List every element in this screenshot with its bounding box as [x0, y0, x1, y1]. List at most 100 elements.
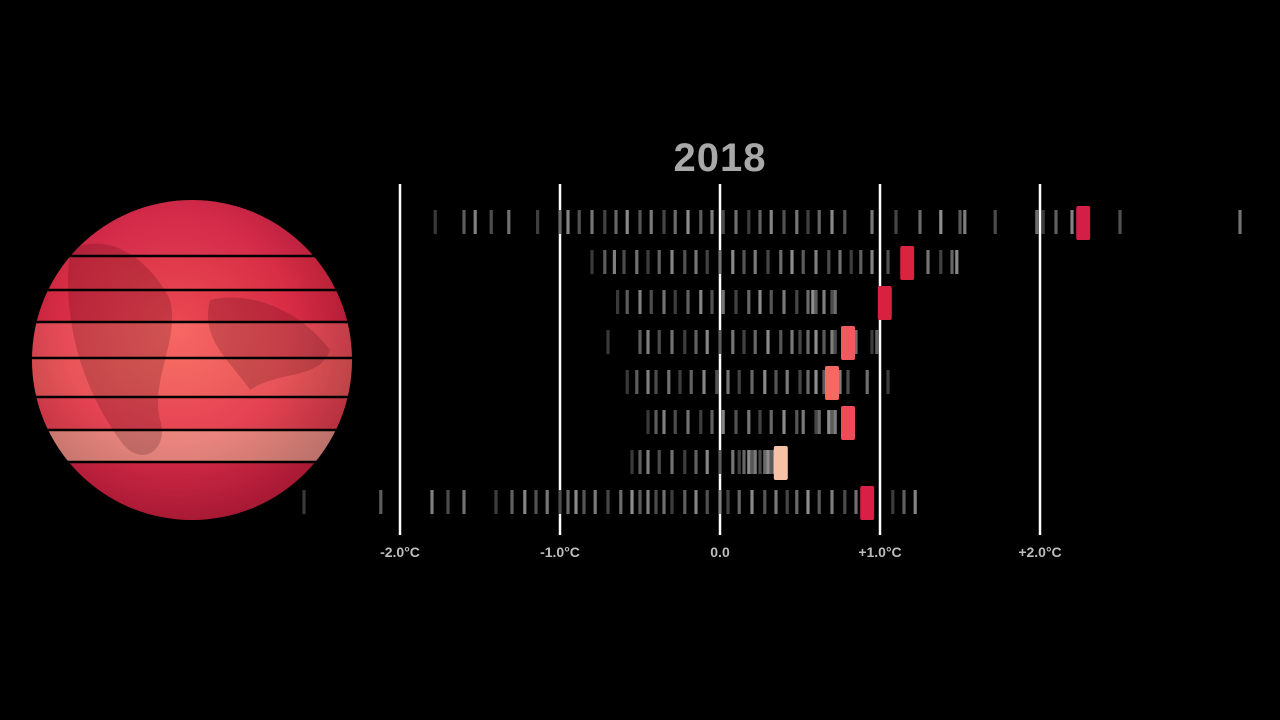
history-mark [814, 370, 818, 394]
history-mark [843, 210, 847, 234]
history-mark [670, 330, 674, 354]
history-mark [830, 330, 834, 354]
history-mark [734, 210, 738, 234]
history-mark [694, 450, 698, 474]
history-mark [635, 250, 639, 274]
history-mark [622, 250, 626, 274]
history-mark [859, 250, 863, 274]
history-mark [963, 210, 967, 234]
history-mark [838, 370, 842, 394]
history-mark [678, 370, 682, 394]
history-mark [654, 410, 658, 434]
history-mark [510, 490, 514, 514]
history-mark [705, 250, 709, 274]
history-mark [534, 490, 538, 514]
history-mark [958, 210, 962, 234]
history-mark [750, 450, 754, 474]
history-strips [302, 210, 1242, 514]
history-mark [769, 450, 773, 474]
year-title: 2018 [673, 136, 767, 180]
history-mark [446, 490, 450, 514]
history-mark [830, 410, 834, 434]
history-mark [870, 330, 874, 354]
history-mark [785, 370, 789, 394]
history-mark [750, 370, 754, 394]
history-mark [673, 210, 677, 234]
history-mark [814, 330, 818, 354]
history-mark [625, 290, 629, 314]
history-mark [734, 410, 738, 434]
history-mark [833, 330, 837, 354]
tick-label: +1.0°C [858, 544, 901, 560]
history-mark [939, 250, 943, 274]
history-mark [603, 250, 607, 274]
history-mark [606, 490, 610, 514]
history-mark [737, 450, 741, 474]
history-mark [993, 210, 997, 234]
history-mark [577, 210, 581, 234]
history-mark [817, 210, 821, 234]
history-mark [593, 490, 597, 514]
history-mark [814, 410, 818, 434]
history-mark [798, 370, 802, 394]
history-mark [726, 370, 730, 394]
history-mark [582, 490, 586, 514]
tick-label: -2.0°C [380, 544, 420, 560]
history-mark [646, 490, 650, 514]
history-mark [590, 250, 594, 274]
history-mark [721, 210, 725, 234]
history-mark [870, 210, 874, 234]
history-mark [769, 290, 773, 314]
history-mark [926, 250, 930, 274]
history-mark [827, 250, 831, 274]
history-mark [721, 410, 725, 434]
history-mark [670, 450, 674, 474]
current-marker [877, 286, 892, 320]
history-mark [699, 410, 703, 434]
history-mark [614, 210, 618, 234]
history-mark [694, 490, 698, 514]
history-mark [750, 490, 754, 514]
globe-band [32, 358, 352, 397]
history-mark [814, 250, 818, 274]
history-mark [731, 330, 735, 354]
history-mark [891, 490, 895, 514]
current-marker [825, 366, 839, 400]
history-mark [635, 370, 639, 394]
history-mark [753, 330, 757, 354]
history-mark [662, 410, 666, 434]
history-mark [801, 410, 805, 434]
history-mark [870, 250, 874, 274]
globe-illustration [30, 200, 356, 520]
history-mark [699, 210, 703, 234]
history-mark [806, 210, 810, 234]
history-mark [646, 330, 650, 354]
history-mark [694, 250, 698, 274]
history-mark [689, 370, 693, 394]
history-mark [753, 250, 757, 274]
history-mark [742, 450, 746, 474]
history-mark [673, 290, 677, 314]
history-mark [686, 290, 690, 314]
history-mark [779, 250, 783, 274]
history-mark [302, 490, 306, 514]
history-mark [654, 370, 658, 394]
history-mark [718, 450, 722, 474]
history-mark [758, 410, 762, 434]
history-mark [545, 490, 549, 514]
history-mark [758, 450, 762, 474]
history-mark [726, 490, 730, 514]
history-mark [718, 250, 722, 274]
history-mark [779, 330, 783, 354]
history-mark [774, 490, 778, 514]
history-mark [638, 490, 642, 514]
current-marker [841, 406, 855, 440]
history-mark [686, 210, 690, 234]
globe-band [32, 397, 352, 430]
history-mark [662, 490, 666, 514]
history-mark [649, 210, 653, 234]
history-mark [830, 290, 834, 314]
history-mark [606, 330, 610, 354]
history-mark [753, 450, 757, 474]
history-mark [817, 410, 821, 434]
